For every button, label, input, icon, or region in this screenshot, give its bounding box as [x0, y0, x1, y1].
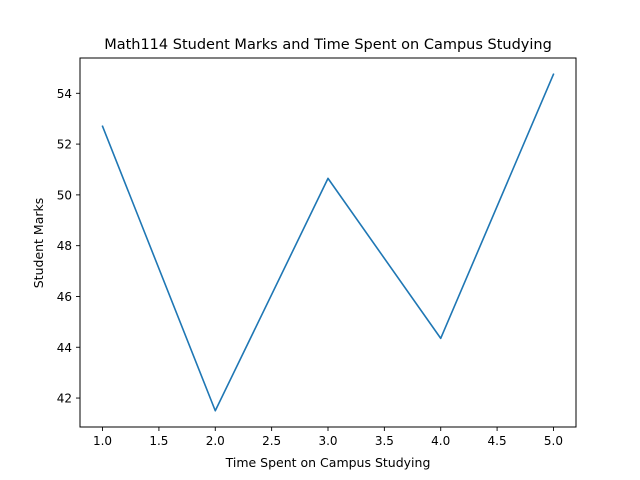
- y-tick-label: 54: [57, 87, 72, 101]
- y-tick-label: 42: [57, 392, 72, 406]
- y-tick-label: 50: [57, 188, 72, 202]
- y-tick-label: 44: [57, 341, 72, 355]
- plot-area: [101, 73, 555, 412]
- x-axis-label: Time Spent on Campus Studying: [225, 455, 431, 470]
- x-tick-label: 4.0: [431, 434, 450, 448]
- x-tick-label: 2.0: [206, 434, 225, 448]
- x-tick-label: 2.5: [262, 434, 281, 448]
- y-tick-label: 52: [57, 138, 72, 152]
- series-line-0: [101, 73, 555, 412]
- x-tick-label: 3.0: [318, 434, 337, 448]
- x-tick-label: 4.5: [488, 434, 507, 448]
- x-tick-label: 5.0: [544, 434, 563, 448]
- x-tick-label: 1.5: [149, 434, 168, 448]
- axes: 1.0 1.5 2.0 2.5 3.0 3.5 4.0 4.5 5.0 42 44 46 48 50 52 5…: [57, 57, 577, 448]
- y-tick-label: 46: [57, 290, 72, 304]
- y-tick-label: 48: [57, 239, 72, 253]
- x-tick-label: 3.5: [375, 434, 394, 448]
- x-tick-label: 1.0: [93, 434, 112, 448]
- y-axis-label: Student Marks: [31, 198, 46, 289]
- chart-title: Math114 Student Marks and Time Spent on …: [104, 37, 552, 53]
